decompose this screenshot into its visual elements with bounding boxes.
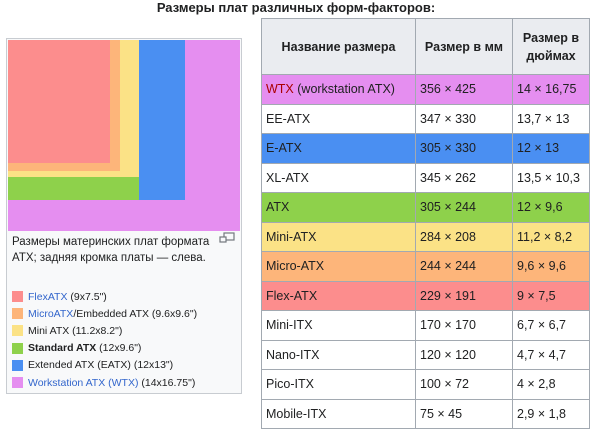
table-row: WTX (workstation ATX) 356 × 425 14 × 16,75 (261, 74, 590, 105)
legend-label: Mini ATX (11.2x8.2") (28, 324, 123, 337)
cell-size-inches: 6,7 × 6,7 (512, 310, 590, 341)
form-factor-name-suffix: (workstation ATX) (293, 82, 395, 97)
table-row: XL-ATX 345 × 262 13,5 × 10,3 (261, 162, 590, 193)
form-factor-name: XL-ATX (266, 170, 309, 185)
image-caption: Размеры материнских плат формата ATX; за… (12, 236, 210, 264)
table-row: ATX 305 × 244 12 × 9,6 (261, 192, 590, 223)
page-title: Размеры плат различных форм-факторов: (156, 0, 436, 15)
table-row: EE-ATX 347 × 330 13,7 × 13 (261, 103, 590, 134)
legend-item: FlexATX (9x7.5") (12, 288, 242, 305)
legend-swatch (12, 359, 23, 371)
legend-item: Workstation ATX (WTX) (14x16.75") (12, 374, 242, 391)
cell-size-mm: 229 × 191 (415, 280, 513, 311)
form-factor-name: E-ATX (266, 141, 302, 156)
cell-size-inches: 11,2 × 8,2 (512, 221, 590, 252)
form-factor-name: Mobile-ITX (266, 406, 327, 421)
legend-swatch (12, 342, 23, 354)
table-row: Mobile-ITX 75 × 45 2,9 × 1,8 (261, 398, 590, 429)
form-factor-name: Mini-ATX (266, 229, 317, 244)
cell-size-mm: 100 × 72 (415, 369, 513, 400)
cell-size-mm: 120 × 120 (415, 339, 513, 370)
cell-size-inches: 12 × 13 (512, 133, 590, 164)
legend-swatch (12, 291, 23, 303)
legend-swatch (12, 308, 23, 320)
form-factor-name: EE-ATX (266, 111, 311, 126)
legend-label: (9x7.5") (67, 290, 107, 303)
legend: FlexATX (9x7.5") MicroATX/Embedded ATX (9… (12, 288, 242, 391)
table-row: Micro-ATX 244 × 244 9,6 × 9,6 (261, 251, 590, 282)
legend-bold-label: Standard ATX (28, 342, 97, 355)
cell-size-mm: 345 × 262 (415, 162, 513, 193)
legend-swatch (12, 377, 23, 389)
legend-link[interactable]: FlexATX (28, 290, 68, 303)
legend-item: Mini ATX (11.2x8.2") (12, 322, 242, 339)
cell-size-inches: 4,7 × 4,7 (512, 339, 590, 370)
cell-size-inches: 9,6 × 9,6 (512, 251, 590, 282)
cell-size-mm: 305 × 330 (415, 133, 513, 164)
legend-label: /Embedded ATX (9.6x9.6") (73, 307, 198, 320)
form-factor-name: ATX (266, 200, 290, 215)
cell-size-mm: 244 × 244 (415, 251, 513, 282)
legend-link[interactable]: MicroATX (28, 307, 74, 320)
legend-item: Standard ATX (12x9.6") (12, 340, 242, 357)
cell-name: Mini-ITX (261, 310, 416, 341)
legend-label: (14x16.75") (138, 376, 196, 389)
cell-size-mm: 347 × 330 (415, 103, 513, 134)
cell-name: Pico-ITX (261, 369, 416, 400)
legend-label: Extended ATX (EATX) (12x13") (28, 359, 174, 372)
form-factor-table: Название размера Размер в мм Размер в дю… (261, 18, 590, 429)
cell-size-mm: 284 × 208 (415, 221, 513, 252)
cell-name: Mini-ATX (261, 221, 416, 252)
table-row: Nano-ITX 120 × 120 4,7 × 4,7 (261, 339, 590, 370)
table-row: Pico-ITX 100 × 72 4 × 2,8 (261, 369, 590, 400)
table-row: Mini-ATX 284 × 208 11,2 × 8,2 (261, 221, 590, 252)
cell-size-mm: 305 × 244 (415, 192, 513, 223)
form-factor-name: Micro-ATX (266, 259, 325, 274)
form-factor-name[interactable]: WTX (266, 82, 294, 97)
enlarge-icon[interactable] (219, 232, 235, 244)
legend-item: MicroATX/Embedded ATX (9.6x9.6") (12, 305, 242, 322)
cell-size-mm: 75 × 45 (415, 398, 513, 429)
cell-size-inches: 4 × 2,8 (512, 369, 590, 400)
cell-size-inches: 2,9 × 1,8 (512, 398, 590, 429)
cell-size-inches: 14 × 16,75 (512, 74, 590, 105)
cell-size-inches: 12 × 9,6 (512, 192, 590, 223)
infobox-thumbnail: Размеры материнских плат формата ATX; за… (6, 38, 242, 394)
form-factor-name: Flex-ATX (266, 288, 318, 303)
table-row: Flex-ATX 229 × 191 9 × 7,5 (261, 280, 590, 311)
cell-name: EE-ATX (261, 103, 416, 134)
table-row: Mini-ITX 170 × 170 6,7 × 6,7 (261, 310, 590, 341)
table-header-row: Название размера Размер в мм Размер в дю… (261, 18, 590, 75)
legend-label: (12x9.6") (96, 342, 142, 355)
cell-size-inches: 9 × 7,5 (512, 280, 590, 311)
cell-name: Nano-ITX (261, 339, 416, 370)
cell-name: E-ATX (261, 133, 416, 164)
header-inches[interactable]: Размер в дюймах (512, 18, 590, 75)
legend-item: Extended ATX (EATX) (12x13") (12, 357, 242, 374)
cell-size-mm: 170 × 170 (415, 310, 513, 341)
cell-name: Flex-ATX (261, 280, 416, 311)
header-mm[interactable]: Размер в мм (415, 18, 513, 75)
form-factor-name: Mini-ITX (266, 318, 313, 333)
legend-link[interactable]: Workstation ATX (WTX) (28, 376, 139, 389)
form-factor-name: Pico-ITX (266, 377, 314, 392)
cell-size-inches: 13,5 × 10,3 (512, 162, 590, 193)
cell-name: Mobile-ITX (261, 398, 416, 429)
cell-name: XL-ATX (261, 162, 416, 193)
cell-name: Micro-ATX (261, 251, 416, 282)
legend-swatch (12, 325, 23, 337)
cell-size-mm: 356 × 425 (415, 74, 513, 105)
diagram-block-flex (8, 40, 110, 163)
header-name[interactable]: Название размера (261, 18, 416, 75)
table-row: E-ATX 305 × 330 12 × 13 (261, 133, 590, 164)
cell-name: ATX (261, 192, 416, 223)
form-factor-name: Nano-ITX (266, 347, 320, 362)
cell-size-inches: 13,7 × 13 (512, 103, 590, 134)
cell-name: WTX (workstation ATX) (261, 74, 416, 105)
form-factor-diagram[interactable] (8, 40, 240, 231)
